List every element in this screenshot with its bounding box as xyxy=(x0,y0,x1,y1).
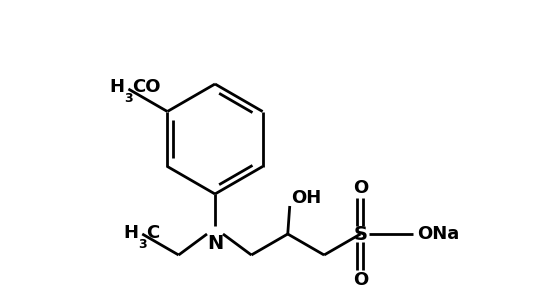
Text: O: O xyxy=(353,179,368,197)
Text: H: H xyxy=(123,224,138,242)
Text: OH: OH xyxy=(291,189,321,207)
Text: N: N xyxy=(207,234,223,253)
Text: H: H xyxy=(109,78,124,96)
Text: 3: 3 xyxy=(124,92,133,105)
Text: O: O xyxy=(353,271,368,289)
Text: S: S xyxy=(353,225,368,243)
Text: CO: CO xyxy=(132,78,161,96)
Text: C: C xyxy=(146,224,159,242)
Text: 3: 3 xyxy=(138,238,147,251)
Text: ONa: ONa xyxy=(418,225,460,243)
